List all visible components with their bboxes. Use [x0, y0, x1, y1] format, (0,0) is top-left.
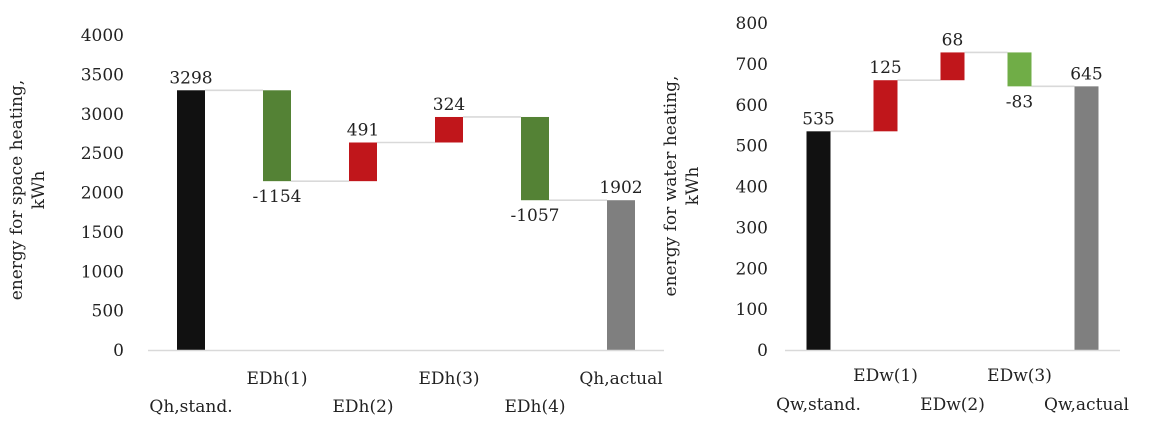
- y-tick-label: 1500: [81, 223, 124, 243]
- y-tick-label: 500: [736, 137, 768, 157]
- bar-edw-1-: [873, 80, 898, 132]
- data-label: 3298: [169, 68, 212, 88]
- y-axis-label-line: kWh: [683, 167, 703, 206]
- data-label: 491: [347, 120, 379, 140]
- data-label: -83: [1006, 92, 1033, 112]
- y-tick-label: 1000: [81, 262, 124, 282]
- data-label: 324: [433, 95, 465, 115]
- x-category-label: EDh(3): [418, 369, 479, 389]
- x-category-label: EDw(2): [920, 395, 985, 415]
- y-tick-label: 0: [757, 341, 768, 361]
- y-tick-label: 500: [92, 302, 124, 322]
- x-category-label: Qh,actual: [579, 369, 662, 389]
- data-label: 68: [942, 30, 964, 50]
- x-category-label: EDh(1): [246, 369, 307, 389]
- y-tick-label: 200: [736, 259, 768, 279]
- y-axis-label: energy for space heating, kWh: [7, 80, 49, 301]
- bar-edh-3-: [435, 116, 463, 143]
- y-tick-label: 3000: [81, 105, 124, 125]
- y-tick-label: 400: [736, 178, 768, 198]
- y-axis-label-line: energy for space heating,: [7, 80, 27, 301]
- y-tick-label: 2000: [81, 184, 124, 204]
- bar-qh-actual: [607, 200, 635, 350]
- bar-edh-2-: [349, 142, 377, 182]
- data-label: 125: [869, 58, 901, 78]
- bar-qw-stand-: [806, 131, 831, 350]
- bar-qw-actual: [1074, 86, 1099, 350]
- y-tick-label: 300: [736, 218, 768, 238]
- data-label: 535: [802, 109, 834, 129]
- x-category-label: EDw(3): [987, 366, 1052, 386]
- data-label: -1057: [510, 206, 559, 226]
- bar-qh-stand-: [177, 90, 205, 350]
- y-tick-label: 3500: [81, 65, 124, 85]
- x-category-label: EDh(4): [504, 397, 565, 417]
- x-category-label: EDh(2): [332, 397, 393, 417]
- x-category-label: Qh,stand.: [149, 397, 232, 417]
- x-category-label: Qw,actual: [1044, 395, 1129, 415]
- data-label: 1902: [599, 178, 642, 198]
- bar-edw-3-: [1007, 52, 1032, 87]
- y-tick-label: 700: [736, 55, 768, 75]
- y-tick-label: 800: [736, 14, 768, 34]
- y-axis-label-line: energy for water heating,: [661, 76, 681, 297]
- bar-edh-4-: [521, 116, 549, 201]
- y-axis-label: energy for water heating, kWh: [661, 76, 703, 297]
- y-tick-label: 2500: [81, 144, 124, 164]
- y-tick-label: 100: [736, 300, 768, 320]
- y-tick-label: 600: [736, 96, 768, 116]
- y-tick-label: 0: [113, 341, 124, 361]
- bar-edh-1-: [263, 90, 291, 182]
- x-category-label: EDw(1): [853, 366, 918, 386]
- x-category-label: Qw,stand.: [776, 395, 861, 415]
- data-label: 645: [1070, 64, 1102, 84]
- y-axis-label-line: kWh: [29, 171, 49, 210]
- bar-edw-2-: [940, 52, 965, 81]
- data-label: -1154: [252, 187, 301, 207]
- y-tick-label: 4000: [81, 26, 124, 46]
